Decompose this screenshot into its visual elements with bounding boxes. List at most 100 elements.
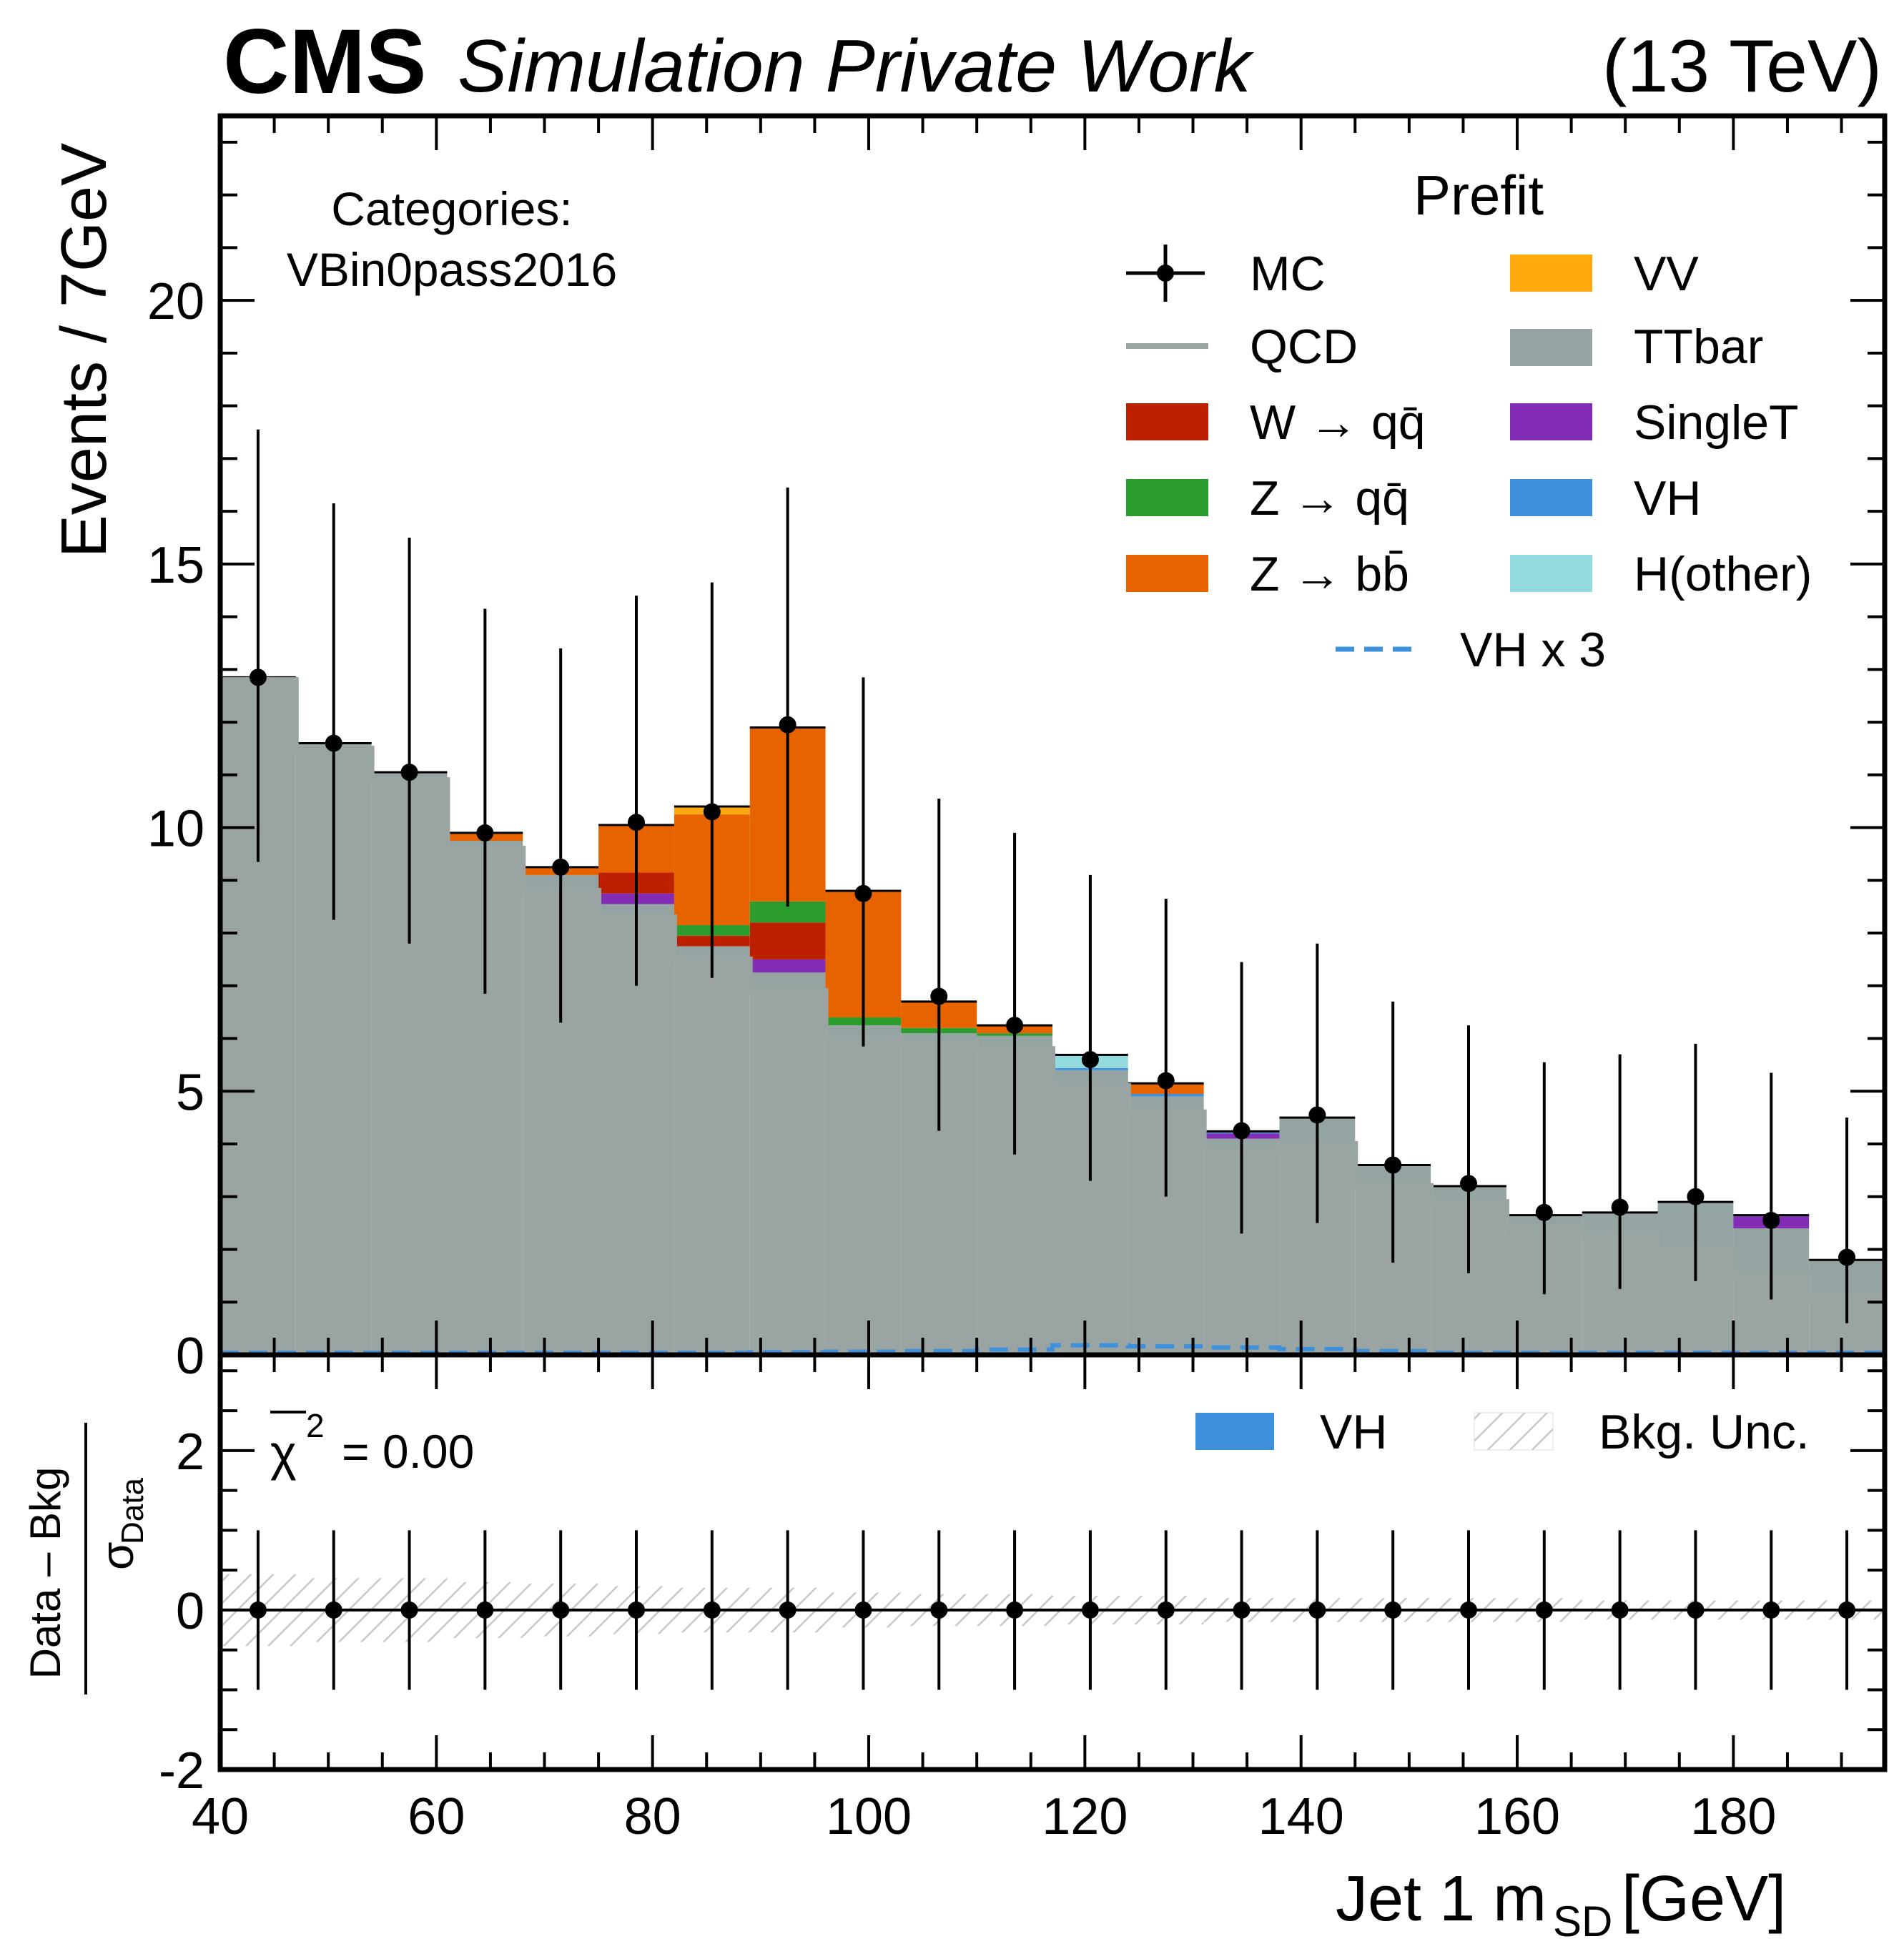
mc-point-1 (325, 734, 342, 752)
ratio-y-title-numerator: Data – Bkg (21, 1467, 69, 1679)
x-axis-title-main: Jet 1 m (1336, 1863, 1547, 1935)
mc-point-16 (1460, 1175, 1477, 1193)
chi2-label: χ 2 = 0.00 (270, 1407, 474, 1481)
legend-label-singlet: SingleT (1634, 395, 1799, 450)
mc-point-18 (1611, 1198, 1629, 1216)
stacked-histogram (220, 676, 1885, 1355)
bar-qcd-5 (598, 917, 674, 1355)
wqq-swatch-icon (1126, 403, 1208, 440)
hother-swatch-icon (1510, 555, 1592, 592)
legend: Prefit MC QCD W → qq̄ Z → qq̄ Z → bb̄ VV (1126, 164, 1812, 677)
mc-point-13 (1233, 1122, 1251, 1140)
x-axis-title-sub: SD (1553, 1898, 1612, 1945)
legend-entry-zbb: Z → bb̄ (1126, 547, 1409, 601)
category-name: VBin0pass2016 (287, 243, 617, 296)
ratio-y-tick-label-2: 2 (176, 1423, 204, 1481)
qcd-step-path (220, 677, 1885, 1300)
mc-points (249, 429, 1856, 1323)
ratio-point-10 (1006, 1601, 1024, 1619)
ratio-point-13 (1233, 1601, 1251, 1619)
legend-label-hother: H(other) (1634, 547, 1812, 601)
mc-point-11 (1081, 1051, 1099, 1069)
legend-label-vh3: VH x 3 (1460, 623, 1606, 677)
legend-entry-qcd: QCD (1126, 320, 1358, 374)
zbb-swatch-icon (1126, 555, 1208, 592)
ratio-frame (217, 1352, 1888, 1772)
mc-point-5 (628, 814, 645, 832)
mc-point-20 (1762, 1211, 1780, 1229)
x-tick-label-180: 180 (1690, 1788, 1776, 1845)
qcd-line (220, 677, 1885, 1300)
ratio-point-8 (854, 1601, 872, 1619)
bar-ttbar-7 (749, 972, 826, 992)
bar-w-qq-7 (749, 922, 826, 959)
ratio-point-15 (1384, 1601, 1402, 1619)
legend-label-vv: VV (1634, 247, 1699, 301)
mc-point-7 (779, 716, 796, 734)
mc-point-15 (1384, 1156, 1402, 1174)
ratio-point-7 (779, 1601, 796, 1619)
ratio-points (249, 1530, 1856, 1690)
ratio-y-axis-title: Data – Bkg σ Data (21, 1423, 150, 1694)
y-axis-title: Events / 7GeV (49, 143, 120, 558)
mc-point-2 (400, 764, 418, 781)
ratio-legend-vh: VH (1320, 1405, 1387, 1459)
ratio-point-16 (1460, 1601, 1477, 1619)
mc-point-17 (1535, 1203, 1553, 1221)
ratio-unc-swatch-icon (1474, 1412, 1554, 1451)
ratio-point-6 (703, 1601, 721, 1619)
legend-entry-vv: VV (1510, 247, 1699, 301)
legend-title: Prefit (1414, 164, 1544, 227)
x-tick-labels: 40 60 80 100 120 140 160 180 (192, 1788, 1776, 1845)
ratio-point-9 (930, 1601, 948, 1619)
legend-label-zqq: Z → qq̄ (1250, 471, 1409, 525)
vv-swatch-icon (1510, 255, 1592, 292)
x-tick-label-160: 160 (1474, 1788, 1560, 1845)
ratio-tick-labels: -2 0 2 (159, 1423, 204, 1800)
ttbar-swatch-icon (1510, 329, 1592, 366)
mc-point-21 (1838, 1248, 1856, 1266)
ratio-legend-unc: Bkg. Unc. (1599, 1405, 1810, 1459)
legend-entry-zqq: Z → qq̄ (1126, 471, 1409, 525)
ratio-vh-swatch-icon (1195, 1413, 1274, 1450)
bar-qcd-8 (825, 1038, 902, 1355)
x-axis-title: Jet 1 m SD [GeV] (1336, 1863, 1786, 1945)
legend-label-zbb: Z → bb̄ (1250, 547, 1409, 601)
mc-point-0 (249, 668, 267, 686)
y-tick-label-15: 15 (147, 537, 204, 594)
ratio-point-11 (1081, 1601, 1099, 1619)
mc-point-3 (476, 824, 494, 842)
mc-point-10 (1006, 1017, 1024, 1035)
legend-label-qcd: QCD (1250, 320, 1358, 374)
energy-label: (13 TeV) (1602, 25, 1882, 108)
ratio-point-14 (1308, 1601, 1326, 1619)
y-tick-label-5: 5 (176, 1064, 204, 1121)
x-tick-label-60: 60 (408, 1788, 465, 1845)
y-tick-label-0: 0 (176, 1328, 204, 1385)
bar-singlet-7 (749, 959, 826, 973)
legend-entry-hother: H(other) (1510, 547, 1812, 601)
mc-point-8 (854, 884, 872, 902)
mc-point-14 (1308, 1106, 1326, 1124)
main-panel (217, 113, 1888, 1358)
bar-qcd-6 (674, 959, 750, 1355)
ratio-y-tick-label-0: 0 (176, 1583, 204, 1640)
singlet-swatch-icon (1510, 403, 1592, 440)
ratio-legend: VH Bkg. Unc. (1195, 1405, 1810, 1459)
chi2-superscript: 2 (306, 1407, 325, 1444)
ratio-point-4 (552, 1601, 570, 1619)
mc-point-12 (1157, 1072, 1175, 1090)
x-tick-label-80: 80 (624, 1788, 681, 1845)
bar-qcd-7 (749, 991, 826, 1355)
zqq-swatch-icon (1126, 479, 1208, 516)
chi2-value: = 0.00 (342, 1425, 474, 1478)
legend-entry-singlet: SingleT (1510, 395, 1799, 450)
ratio-point-18 (1611, 1601, 1629, 1619)
ratio-point-21 (1838, 1601, 1856, 1619)
legend-label-mc: MC (1250, 247, 1326, 301)
category-title: Categories: (331, 182, 573, 235)
x-axis-title-unit: [GeV] (1622, 1863, 1786, 1935)
ratio-y-title-denominator: σ (92, 1542, 143, 1571)
ratio-y-title-denominator-sub: Data (115, 1478, 150, 1544)
